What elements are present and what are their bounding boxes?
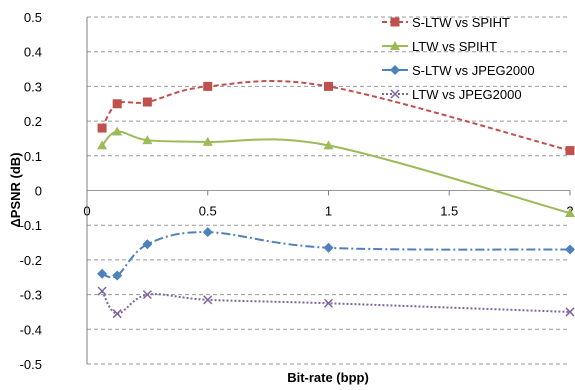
y-tick-label: -0.2 bbox=[20, 253, 42, 268]
legend-item: S-LTW vs SPIHT bbox=[382, 15, 510, 30]
x-tick-labels: 00.511.52 bbox=[83, 190, 574, 219]
diamond-marker bbox=[142, 239, 153, 250]
square-marker bbox=[112, 99, 122, 109]
legend-label: S-LTW vs SPIHT bbox=[412, 15, 510, 30]
triangle-marker bbox=[112, 126, 123, 136]
series-1 bbox=[97, 80, 575, 156]
legend-label: S-LTW vs JPEG2000 bbox=[412, 63, 535, 78]
y-tick-label: -0.5 bbox=[20, 357, 42, 372]
square-marker bbox=[324, 81, 333, 91]
y-tick-label: 0 bbox=[35, 184, 42, 199]
y-tick-label: -0.1 bbox=[20, 218, 42, 233]
x-tick-label: 0 bbox=[83, 204, 90, 219]
x-tick-label: 1 bbox=[325, 204, 332, 219]
diamond-marker bbox=[323, 242, 334, 253]
y-axis-label: ΔPSNR (dB) bbox=[8, 152, 23, 227]
y-tick-label: 0.4 bbox=[24, 45, 42, 60]
x-marker bbox=[203, 295, 213, 305]
y-tick-label: -0.4 bbox=[20, 322, 42, 337]
y-tick-label: -0.3 bbox=[20, 288, 42, 303]
y-tick-label: 0.1 bbox=[24, 149, 42, 164]
diamond-marker bbox=[112, 270, 123, 281]
x-marker bbox=[97, 286, 107, 296]
x-marker bbox=[323, 298, 334, 308]
series-4 bbox=[97, 286, 575, 319]
square-marker bbox=[565, 146, 575, 156]
square-marker bbox=[142, 97, 152, 107]
diamond-marker bbox=[97, 268, 108, 279]
square-marker bbox=[203, 81, 213, 91]
legend: S-LTW vs SPIHT LTW vs SPIHT S-LTW vs JPEG2… bbox=[382, 15, 535, 102]
triangle-marker bbox=[97, 140, 108, 150]
x-tick-label: 0.5 bbox=[199, 204, 217, 219]
y-tick-label: 0.3 bbox=[24, 79, 42, 94]
triangle-marker bbox=[202, 136, 213, 146]
x-marker bbox=[142, 290, 152, 300]
legend-item: S-LTW vs JPEG2000 bbox=[382, 63, 535, 78]
square-marker bbox=[390, 17, 400, 27]
legend-item: LTW vs SPIHT bbox=[382, 39, 497, 54]
series-layer bbox=[97, 80, 575, 319]
y-tick-label: 0.5 bbox=[24, 10, 42, 25]
square-marker bbox=[97, 123, 107, 133]
triangle-marker bbox=[142, 135, 153, 145]
x-marker bbox=[390, 89, 400, 99]
x-axis-label: Bit-rate (bpp) bbox=[287, 370, 369, 385]
series-2 bbox=[97, 126, 575, 218]
x-marker bbox=[565, 307, 575, 317]
triangle-marker bbox=[390, 41, 400, 50]
y-tick-labels: 0.5 0.4 0.3 0.2 0.1 0 -0.1 -0.2 -0.3 -0.4 -0.5 bbox=[20, 10, 42, 372]
diamond-marker bbox=[202, 227, 213, 238]
diamond-marker bbox=[390, 65, 400, 75]
x-tick-label: 1.5 bbox=[440, 204, 458, 219]
legend-label: LTW vs JPEG2000 bbox=[412, 87, 522, 102]
triangle-marker bbox=[323, 140, 334, 150]
diamond-marker bbox=[565, 244, 575, 255]
legend-item: LTW vs JPEG2000 bbox=[382, 87, 522, 102]
series-3 bbox=[97, 227, 575, 281]
y-tick-label: 0.2 bbox=[24, 114, 42, 129]
triangle-marker bbox=[565, 208, 575, 218]
series-line bbox=[101, 231, 571, 279]
series-line bbox=[101, 130, 571, 215]
x-marker bbox=[112, 309, 122, 319]
legend-label: LTW vs SPIHT bbox=[412, 39, 497, 54]
